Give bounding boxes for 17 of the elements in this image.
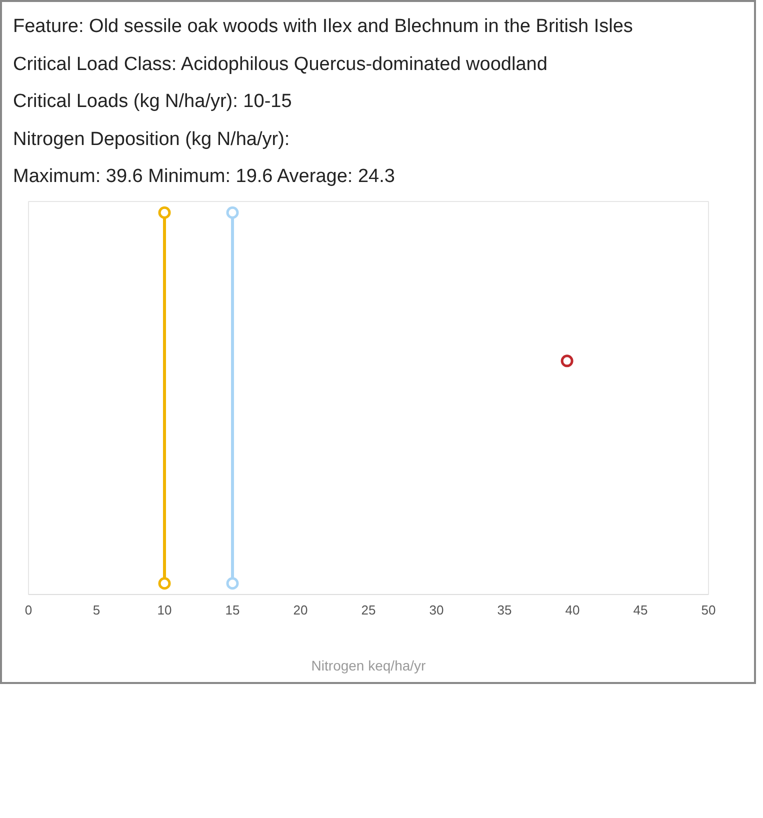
- x-axis-title: Nitrogen keq/ha/yr: [311, 657, 426, 674]
- x-tick-label: 40: [565, 602, 580, 618]
- x-tick-label: 0: [24, 602, 32, 618]
- x-tick-label: 15: [225, 602, 240, 618]
- text: Feature: Old sessile oak woods with Ilex and Blechnum in the British Isles: [13, 15, 633, 39]
- x-tick-label: 10: [157, 602, 172, 618]
- text: Critical Loads (kg N/ha/yr): 10-15: [13, 90, 292, 114]
- x-tick-label: 45: [633, 602, 648, 618]
- x-tick-label: 50: [701, 602, 716, 618]
- text: Maximum: 39.6 Minimum: 19.6 Average: 24.3: [13, 165, 395, 190]
- x-tick-label: 35: [497, 602, 512, 618]
- text: Nitrogen Deposition (kg N/ha/yr):: [13, 128, 290, 152]
- x-tick-label: 20: [293, 602, 308, 618]
- x-tick-label: 5: [92, 602, 100, 618]
- x-tick-label: 30: [429, 602, 444, 618]
- text: Critical Load Class: Acidophilous Quercus-dominated woodland: [13, 52, 548, 77]
- x-tick-label: 25: [361, 602, 376, 618]
